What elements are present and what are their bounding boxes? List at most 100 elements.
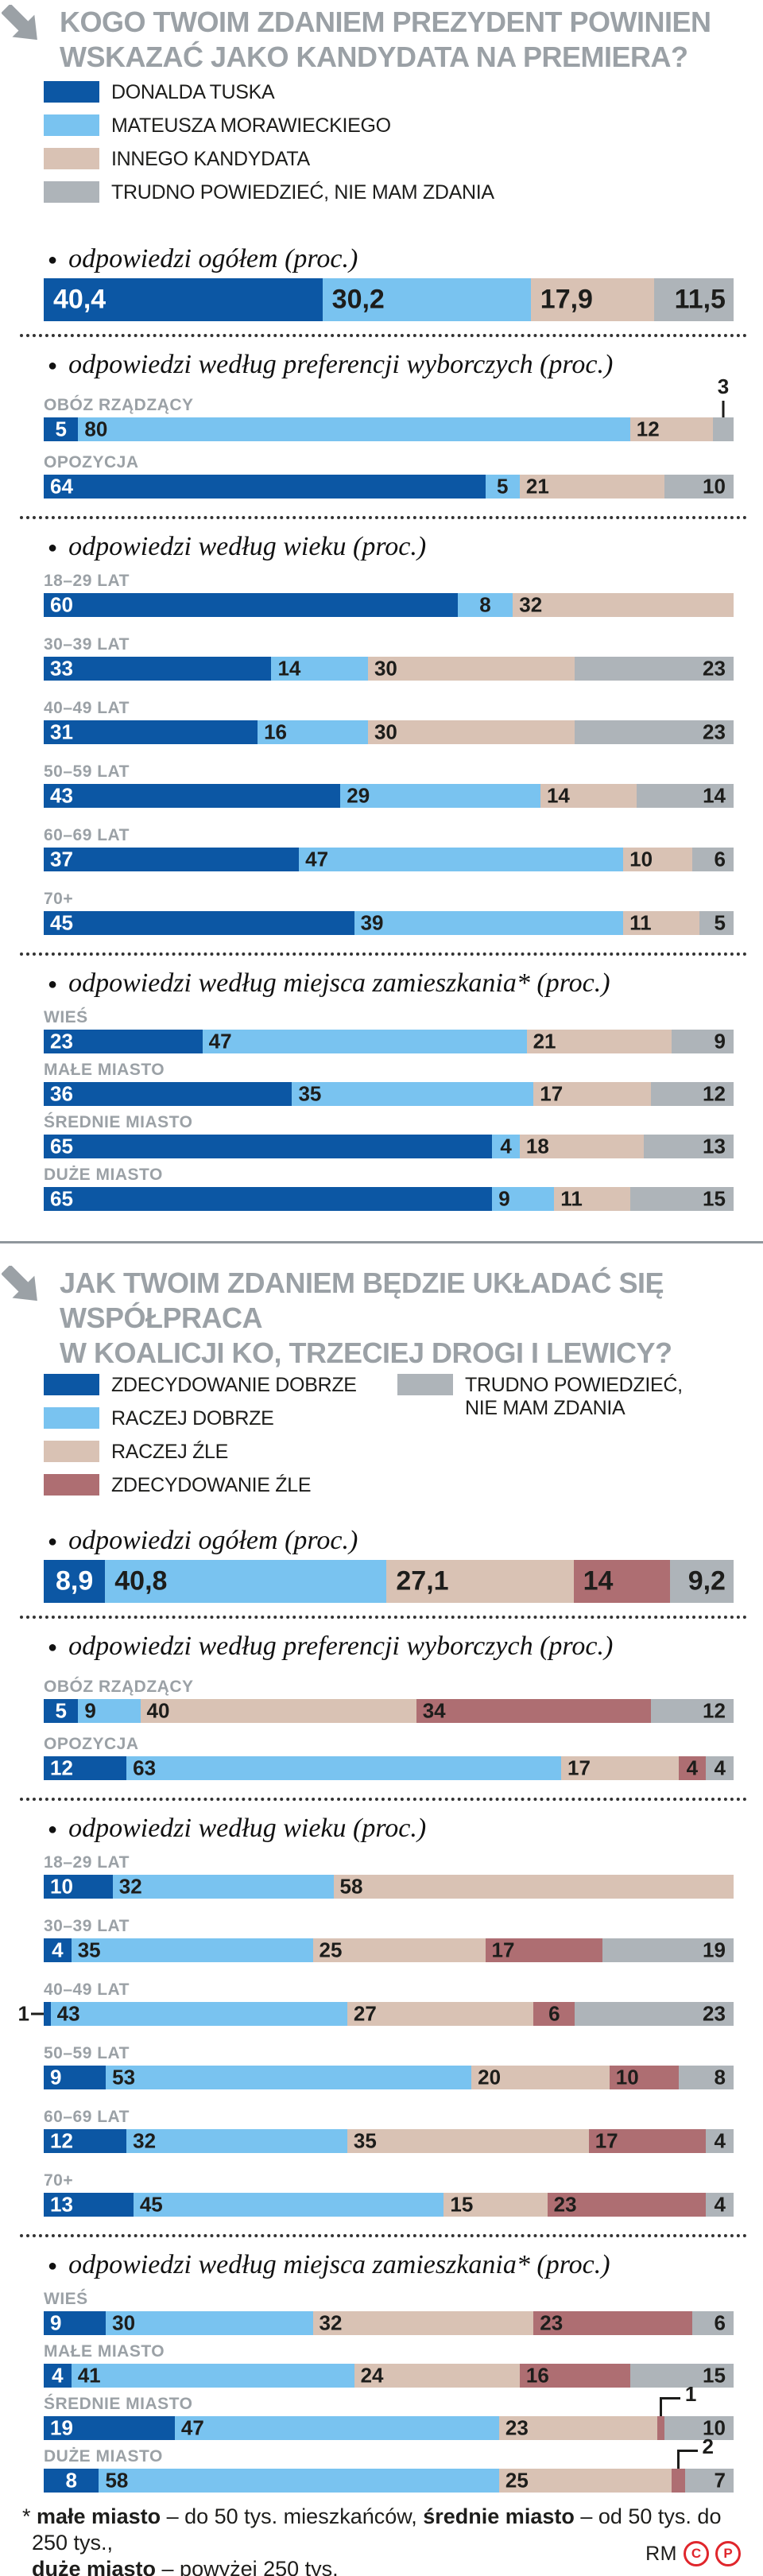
copyright-icon: C [684, 2541, 709, 2566]
legend-swatch [44, 81, 99, 103]
segment-value: 12 [50, 2128, 73, 2153]
stacked-bar: 43 29 14 14 [44, 784, 734, 808]
bar-segment: 15 [629, 2364, 734, 2388]
bar-segment: 10 [664, 2416, 734, 2440]
legend-column-right: TRUDNO POWIEDZIEĆ, NIE MAM ZDANIA [397, 1374, 683, 1497]
callout-value: 1 [17, 2001, 29, 2026]
bar-segment: 24 [354, 2364, 520, 2388]
segment-value: 30 [374, 720, 397, 744]
bar-segment: 16 [519, 2364, 630, 2388]
bar-segment: 4 [44, 2364, 72, 2388]
row-label: WIEŚ [44, 1008, 88, 1026]
segment-value: 11 [560, 1186, 583, 1211]
legend-item: DONALDA TUSKA [44, 81, 763, 104]
bar-row: 50–59 LAT 43 29 14 14 [44, 762, 734, 808]
segment-value: 37 [50, 847, 73, 871]
bar-row: 70+ 45 39 11 5 [44, 889, 734, 935]
bar-segment: 10 [623, 848, 692, 871]
bar-segment: 21 [526, 1030, 672, 1053]
segment-value: 47 [305, 847, 329, 871]
segment-value: 11,5 [674, 284, 726, 315]
bar-segment: 14 [573, 1560, 671, 1603]
bar-segment: 23 [547, 2193, 707, 2217]
bar-segment: 40 [140, 1699, 416, 1723]
bar-segment: 7 [685, 2469, 734, 2493]
row-label: 30–39 LAT [44, 1917, 130, 1935]
bar-segment: 9 [44, 2066, 107, 2089]
bar-row: WIEŚ 9 30 32 23 6 [44, 2289, 734, 2335]
stacked-bar: 23 47 21 9 [44, 1030, 734, 1053]
segment-value: 64 [50, 474, 73, 499]
bar-segment: 12 [650, 1699, 734, 1723]
segment-value: 10 [703, 474, 726, 499]
bar-segment: 12 [44, 2128, 127, 2153]
segment-value: 20 [478, 2065, 502, 2089]
bar-segment [657, 2416, 665, 2440]
bar-segment [671, 2469, 686, 2493]
segment-value: 5 [55, 417, 67, 441]
bar-row: MAŁE MIASTO 36 35 17 12 [44, 1060, 734, 1106]
bar-segment: 33 [44, 657, 272, 681]
segment-value: 23 [703, 2001, 726, 2026]
bar-segment: 25 [498, 2469, 672, 2493]
bar-segment: 6 [533, 2002, 575, 2026]
bars-group: WIEŚ 9 30 32 23 6 MAŁE MIASTO 4 41 24 16 15 ŚREDNIE … [44, 2289, 734, 2493]
chart1-title-line2: WSKAZAĆ JAKO KANDYDATA NA PREMIERA? [60, 41, 688, 73]
footnote-text: – do 50 tys. mieszkańców, [161, 2504, 424, 2528]
chart1-header: KOGO TWOIM ZDANIEM PREZYDENT POWINIEN WS… [0, 0, 763, 81]
segment-value: 32 [319, 2310, 343, 2335]
bar-row: 30–39 LAT 33 14 30 23 [44, 634, 734, 681]
segment-value: 14 [583, 1565, 614, 1596]
bar-row: ŚREDNIE MIASTO 65 4 18 13 [44, 1112, 734, 1158]
segment-value: 15 [450, 2192, 474, 2217]
stacked-bar: 40,4 30,2 17,9 11,5 [44, 278, 734, 321]
segment-value: 4 [500, 1134, 512, 1158]
segment-value: 24 [360, 2363, 384, 2388]
bar-segment: 11 [623, 911, 699, 935]
footnote-text: – powyżej 250 tys. [156, 2557, 339, 2576]
stacked-bar: 12 63 17 4 4 [44, 1756, 734, 1780]
segment-value: 6 [714, 2310, 726, 2335]
segment-value: 9 [714, 1029, 726, 1053]
legend-label: INNEGO KANDYDATA [111, 148, 310, 170]
segment-value: 47 [180, 2415, 204, 2440]
bar-segment: 41 [71, 2364, 354, 2388]
footnote-text: – od 50 tys. do 250 tys., [32, 2504, 722, 2555]
bar-segment: 17 [533, 1082, 651, 1106]
bar-row: 50–59 LAT 9 53 20 10 8 [44, 2043, 734, 2089]
legend-label: MATEUSZA MORAWIECKIEGO [111, 114, 391, 137]
bar-segment: 47 [299, 847, 624, 871]
segment-value: 63 [133, 1755, 157, 1780]
bar-segment: 17 [588, 2129, 707, 2153]
segment-value: 17 [567, 1755, 591, 1780]
bar-row: OPOZYCJA 12 63 17 4 4 [44, 1734, 734, 1780]
bar-segment: 58 [99, 2469, 499, 2493]
legend-item: TRUDNO POWIEDZIEĆ, NIE MAM ZDANIA [397, 1374, 683, 1420]
segment-value: 16 [264, 720, 287, 744]
segment-value: 30 [374, 656, 397, 681]
bar-segment: 13 [44, 2193, 134, 2217]
segment-value: 6 [548, 2001, 560, 2026]
bar-row: MAŁE MIASTO 4 41 24 16 15 [44, 2341, 734, 2388]
legend-swatch [44, 1407, 99, 1429]
callout-line [660, 2397, 663, 2416]
section-heading: odpowiedzi ogółem (proc.) [48, 1524, 763, 1558]
segment-value: 17 [491, 1938, 515, 1962]
row-label: 18–29 LAT [44, 1853, 130, 1872]
bar-segment: 29 [340, 784, 540, 808]
segment-value: 35 [298, 1081, 322, 1106]
bar-segment: 64 [44, 475, 486, 499]
bar-segment: 14 [540, 784, 637, 808]
legend-item: MATEUSZA MORAWIECKIEGO [44, 114, 763, 138]
bar-segment: 4 [706, 2129, 734, 2153]
bar-segment: 53 [106, 2066, 472, 2089]
chart1-title: KOGO TWOIM ZDANIEM PREZYDENT POWINIEN WS… [60, 5, 747, 75]
segment-value: 6 [714, 847, 726, 871]
dotted-divider [20, 952, 747, 956]
segment-value: 23 [540, 2310, 564, 2335]
bar-segment: 30 [367, 720, 575, 744]
segment-value: 29 [347, 783, 370, 808]
bar-segment: 30,2 [322, 278, 531, 321]
stacked-bar: 45 39 11 5 [44, 911, 734, 935]
